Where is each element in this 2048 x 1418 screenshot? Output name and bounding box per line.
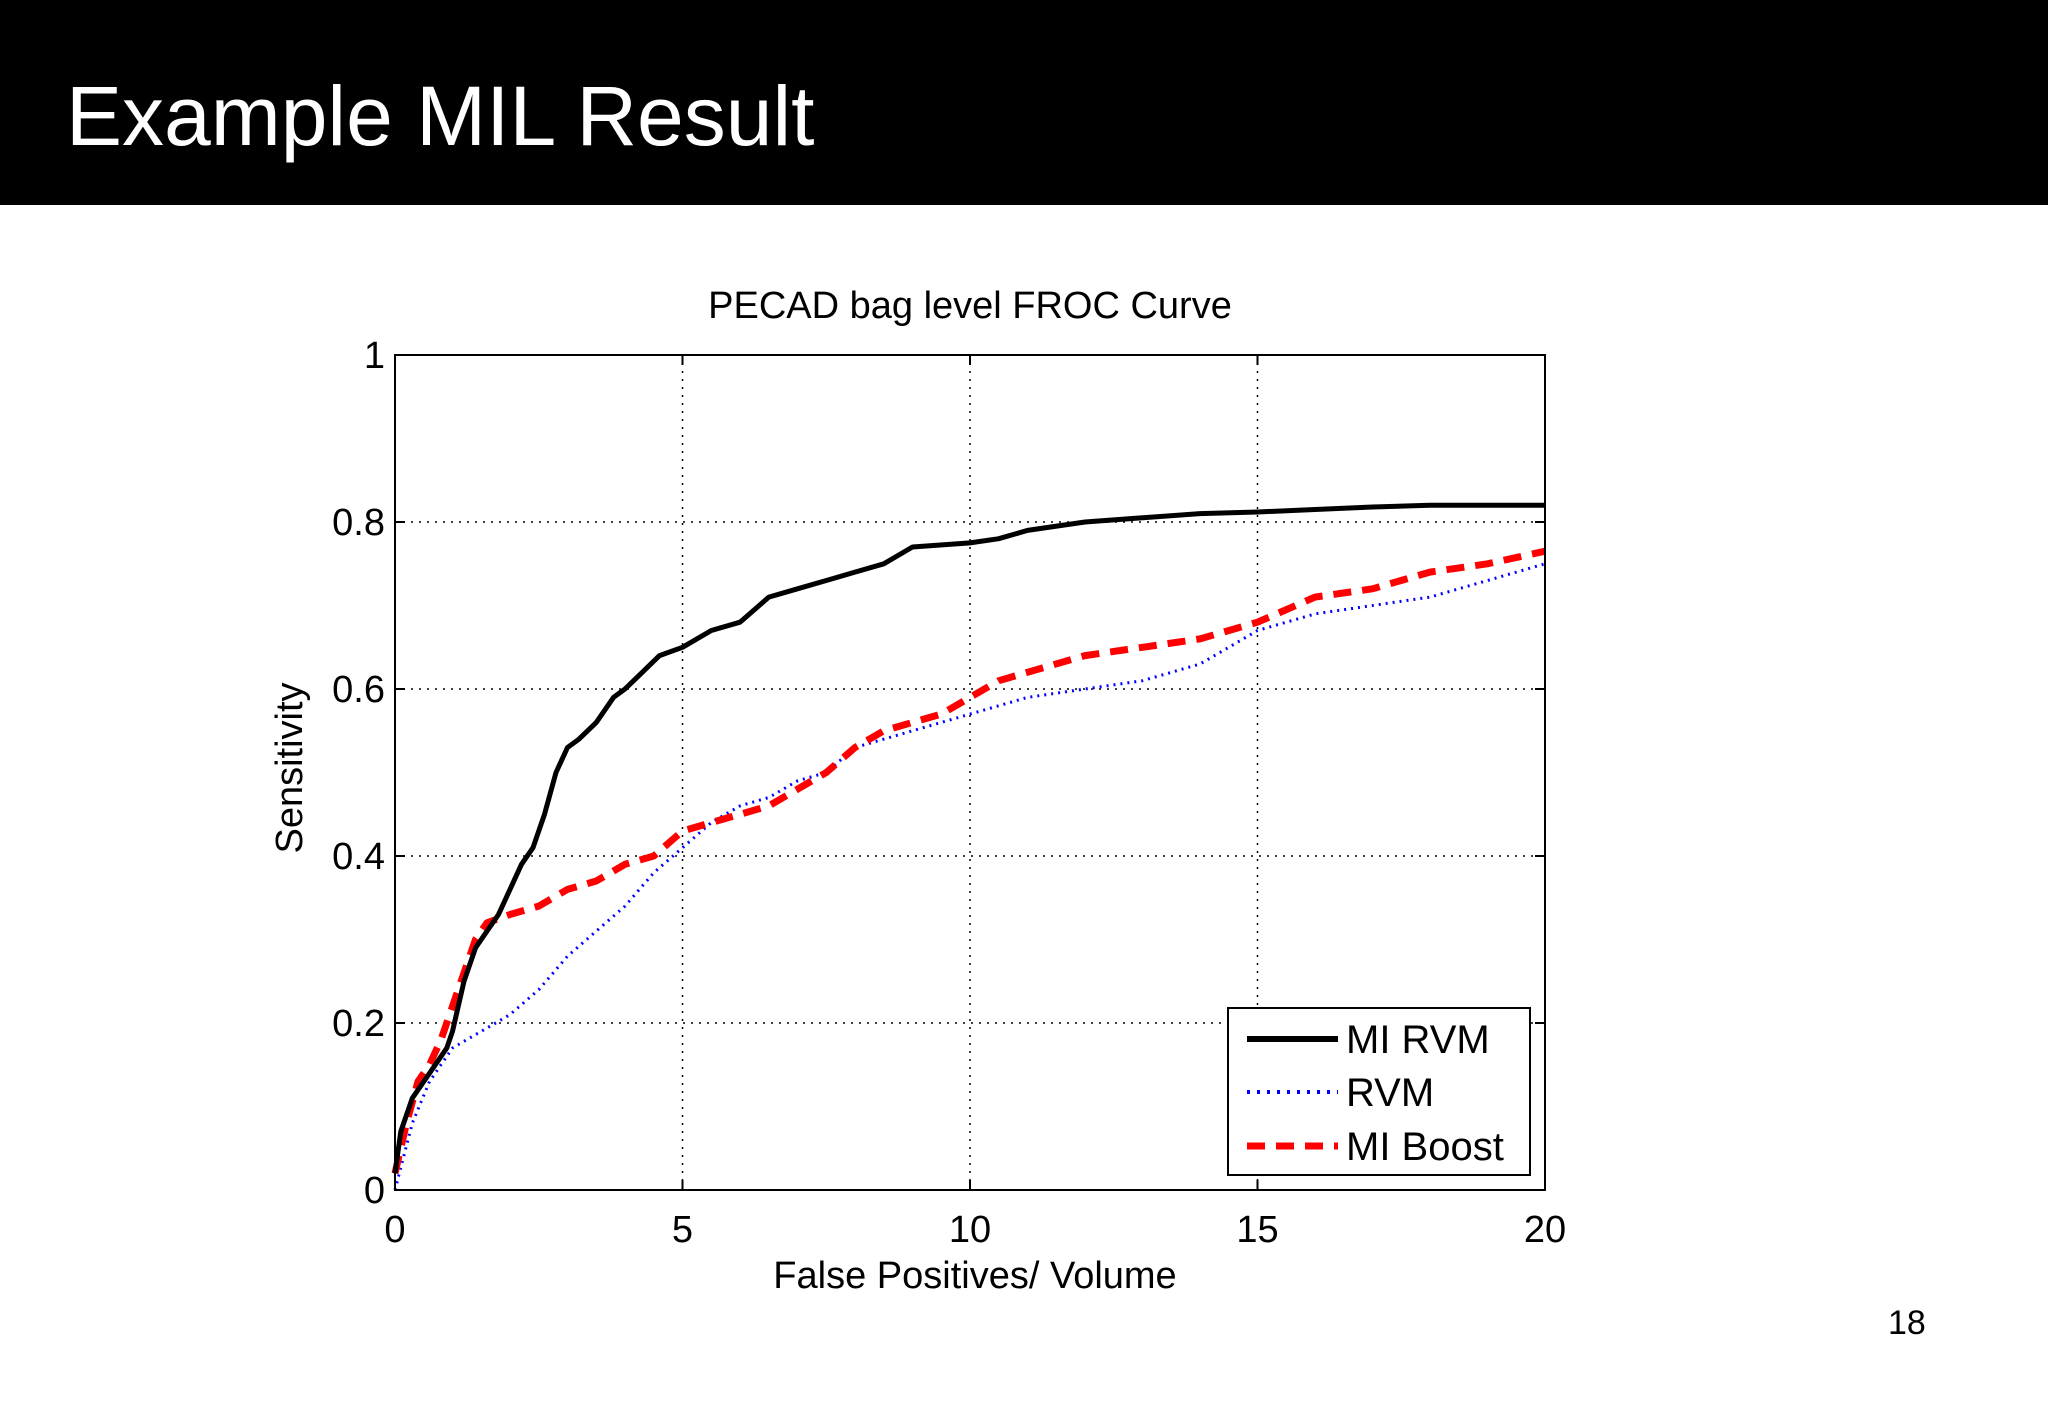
y-tick-label: 0 <box>364 1170 385 1212</box>
chart-title: PECAD bag level FROC Curve <box>708 285 1232 327</box>
legend-label-rvm: RVM <box>1346 1071 1434 1115</box>
rvm-line <box>393 562 1546 1191</box>
mi-boost-line <box>391 547 1546 1175</box>
x-axis-label: False Positives/ Volume <box>773 1255 1176 1297</box>
legend-label-mi-boost: MI Boost <box>1346 1125 1504 1169</box>
mi-rvm-line <box>392 502 1545 1174</box>
y-tick-label: 1 <box>364 335 385 377</box>
x-tick-label: 10 <box>949 1209 991 1251</box>
x-tick-label: 5 <box>672 1209 693 1251</box>
y-tick-label: 0.4 <box>332 836 385 878</box>
x-tick-label: 0 <box>384 1209 405 1251</box>
x-tick-label: 20 <box>1524 1209 1566 1251</box>
axis-ticks: 0 5 10 15 20 0 0.2 0.4 0.6 0.8 1 <box>332 335 1566 1251</box>
legend: MI RVM RVM MI Boost <box>1227 1007 1531 1176</box>
legend-label-mi-rvm: MI RVM <box>1346 1018 1490 1062</box>
y-tick-label: 0.2 <box>332 1003 385 1045</box>
x-tick-label: 15 <box>1236 1209 1278 1251</box>
grid-lines <box>395 355 1545 1190</box>
slide-title: Example MIL Result <box>66 69 815 163</box>
y-tick-label: 0.6 <box>332 669 385 711</box>
title-bar: Example MIL Result <box>0 0 2048 205</box>
page-number: 18 <box>1888 1304 1926 1342</box>
y-tick-label: 0.8 <box>332 502 385 544</box>
series-lines <box>391 502 1546 1191</box>
y-axis-label: Sensitivity <box>269 682 311 853</box>
